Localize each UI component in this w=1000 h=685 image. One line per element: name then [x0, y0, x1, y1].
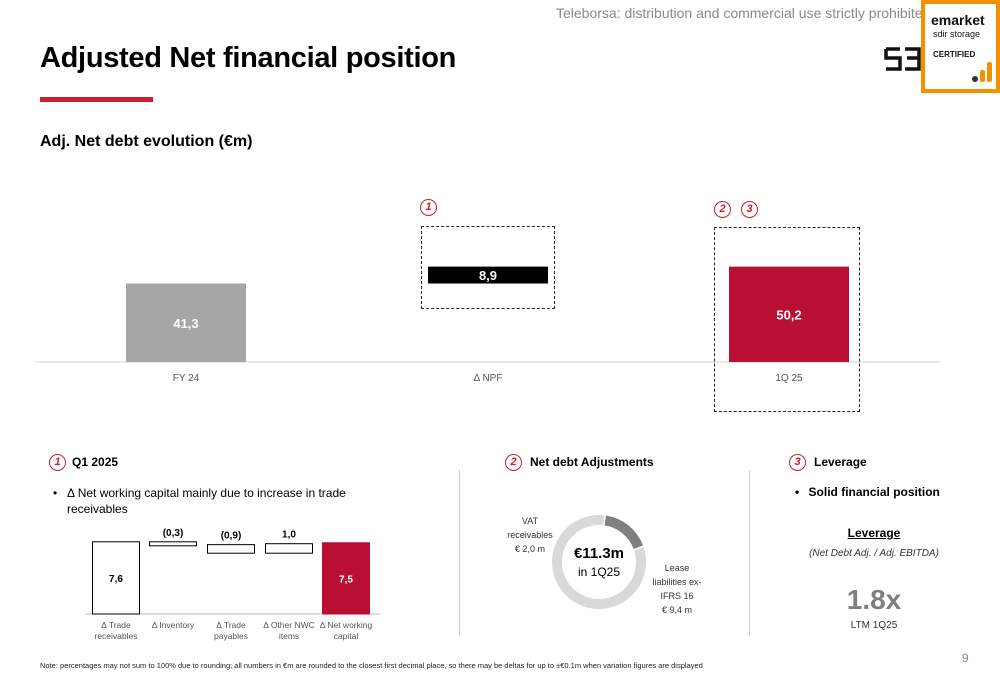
waterfall-bar [207, 544, 255, 554]
nwc-waterfall-chart: 7,6 Δ Trade receivables (0,3) Δ Inventory (0,… [85, 528, 380, 641]
waterfall-value-label: 7,5 [339, 574, 353, 585]
badge-bars-icon [972, 62, 992, 82]
page-title: Adjusted Net financial position [40, 42, 457, 74]
lease-value: € 9,4 m [661, 605, 692, 615]
badge-brand: emarket [931, 12, 985, 28]
bar-value-label: 8,9 [479, 268, 497, 283]
title-underline [40, 97, 153, 102]
section-1-bullet-text: Δ Net working capital mainly due to incr… [67, 486, 346, 516]
leverage-kpi-formula: (Net Debt Adj. / Adj. EBITDA) [809, 548, 939, 559]
bar-value-label: 50,2 [776, 307, 801, 322]
waterfall-value-label: 7,6 [109, 574, 123, 585]
section-3-bullet-text: Solid financial position [808, 485, 940, 499]
leverage-kpi-period: LTM 1Q25 [850, 620, 898, 631]
separator-right [749, 470, 750, 636]
badge-certified: CERTIFIED [933, 50, 976, 59]
emarket-certified-badge: emarket sdir storage CERTIFIED [921, 0, 1000, 93]
section-1-bullet: • Δ Net working capital mainly due to in… [53, 485, 373, 517]
waterfall-category-label: Δ Inventory [152, 620, 195, 630]
bar-value-label: 41,3 [173, 316, 198, 331]
waterfall-bar [92, 541, 140, 615]
waterfall-value-label: (0,3) [163, 528, 184, 539]
waterfall-bar [322, 542, 370, 615]
donut-slice-vat [604, 515, 644, 550]
company-logo-icon [884, 47, 921, 71]
section-3-number-icon: 3 [789, 454, 806, 471]
section-1-title: Q1 2025 [72, 455, 119, 469]
section-3-title: Leverage [814, 455, 867, 469]
section-2-number-icon: 2 [505, 454, 522, 471]
section-3-bullet: • Solid financial position [795, 485, 940, 499]
lease-label: Lease liabilities ex-IFRS 16 [652, 563, 702, 601]
marker-3-icon: 3 [741, 201, 758, 218]
vat-value: € 2,0 m [514, 544, 545, 554]
donut-center-sub: in 1Q25 [577, 565, 621, 579]
waterfall-category-label: Δ Other NWC items [263, 620, 315, 641]
waterfall-bar [265, 543, 313, 554]
bar-1q-25 [729, 266, 849, 362]
watermark-text: Teleborsa: distribution and commercial u… [556, 5, 931, 21]
lease-label-block: Lease liabilities ex-IFRS 16 € 9,4 m [648, 561, 706, 617]
vat-label: VAT receivables [507, 516, 553, 540]
1q25-highlight-box [714, 227, 860, 412]
waterfall-value-label: (0,9) [221, 531, 242, 542]
leverage-kpi-title: Leverage [847, 526, 901, 540]
chart-subtitle: Adj. Net debt evolution (€m) [40, 133, 253, 150]
delta-npf-highlight-box [421, 226, 555, 309]
net-debt-adjustments-donut [552, 515, 646, 609]
donut-center-value: €11.3m [573, 545, 625, 562]
waterfall-category-label: Δ Net working capital [320, 620, 373, 641]
section-2-title: Net debt Adjustments [530, 455, 654, 469]
waterfall-category-label: Δ Trade payables [214, 620, 248, 641]
page-number: 9 [962, 651, 969, 665]
category-label: FY 24 [173, 373, 200, 384]
marker-1-icon: 1 [420, 199, 437, 216]
marker-2-icon: 2 [714, 201, 731, 218]
category-label: 1Q 25 [775, 373, 803, 384]
net-debt-evolution-chart: 41,3 FY 24 8,9 Δ NPF 50,2 1Q 25 [35, 266, 940, 384]
bar-fy-24 [126, 283, 246, 362]
separator-left [459, 470, 460, 636]
bar--npf [428, 266, 548, 284]
category-label: Δ NPF [474, 373, 503, 384]
waterfall-category-label: Δ Trade receivables [95, 620, 138, 641]
badge-sub: sdir storage [933, 29, 981, 39]
vat-label-block: VAT receivables € 2,0 m [502, 514, 558, 556]
section-1-number-icon: 1 [49, 454, 66, 471]
leverage-kpi-value: 1.8x [846, 584, 902, 615]
waterfall-value-label: 1,0 [282, 530, 296, 541]
footnote: Note: percentages may not sum to 100% du… [40, 661, 703, 670]
waterfall-bar [149, 541, 197, 547]
